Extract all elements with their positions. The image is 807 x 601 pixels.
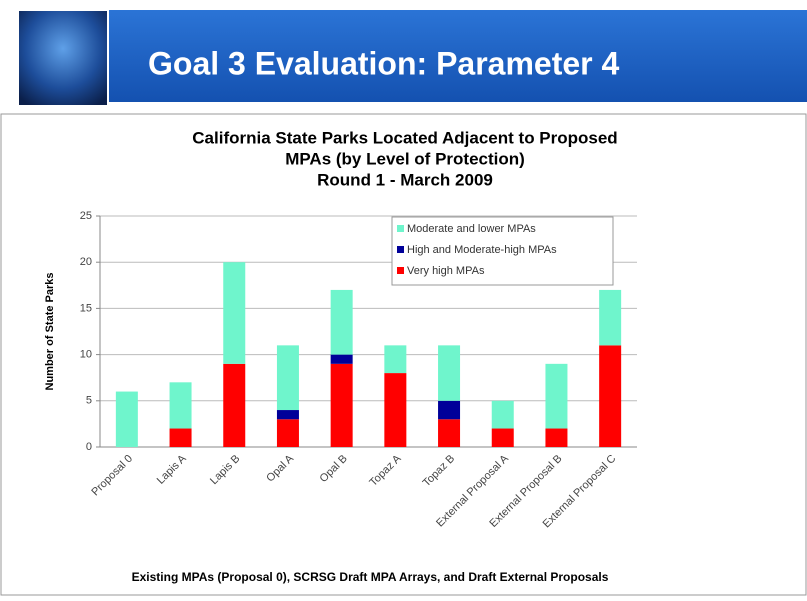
legend-label: Moderate and lower MPAs [407,223,536,235]
legend-swatch [397,225,404,232]
bar-segment [491,428,514,447]
chart-title: MPAs (by Level of Protection) [285,149,525,168]
bar-segment [223,262,246,364]
bar-segment [115,391,138,447]
legend-box [391,216,614,286]
legend-swatch [397,267,404,274]
y-tick-label: 20 [80,256,92,268]
bar-segment [599,289,622,346]
bar-segment [438,345,461,401]
y-tick-label: 0 [86,441,92,453]
x-axis-label: Existing MPAs (Proposal 0), SCRSG Draft … [132,570,609,584]
y-tick-label: 10 [80,349,92,361]
bar-segment [276,410,299,420]
bar-segment [545,428,568,447]
title-band [100,10,807,102]
bar-segment [330,363,353,447]
y-tick-label: 25 [80,210,92,222]
bar-segment [545,363,568,429]
y-tick-label: 15 [80,302,92,314]
bar-segment [438,419,461,447]
bar-segment [491,400,514,429]
bar-segment [169,428,192,447]
bar-segment [384,373,407,447]
bar-segment [276,419,299,447]
header-photo [17,9,109,107]
bar-segment [438,400,461,420]
legend-swatch [397,246,404,253]
chart-title: Round 1 - March 2009 [317,170,493,189]
bar-segment [169,382,192,429]
bar-segment [330,354,353,364]
bar-segment [599,345,622,447]
legend-label: High and Moderate-high MPAs [407,244,557,256]
bar-segment [223,363,246,447]
y-tick-label: 5 [86,395,92,407]
bar-segment [384,345,407,374]
chart-title: California State Parks Located Adjacent … [192,128,617,147]
y-axis-label: Number of State Parks [44,273,56,391]
legend-label: Very high MPAs [407,265,485,277]
bar-segment [276,345,299,411]
bar-segment [330,289,353,355]
slide-title: Goal 3 Evaluation: Parameter 4 [148,45,620,81]
